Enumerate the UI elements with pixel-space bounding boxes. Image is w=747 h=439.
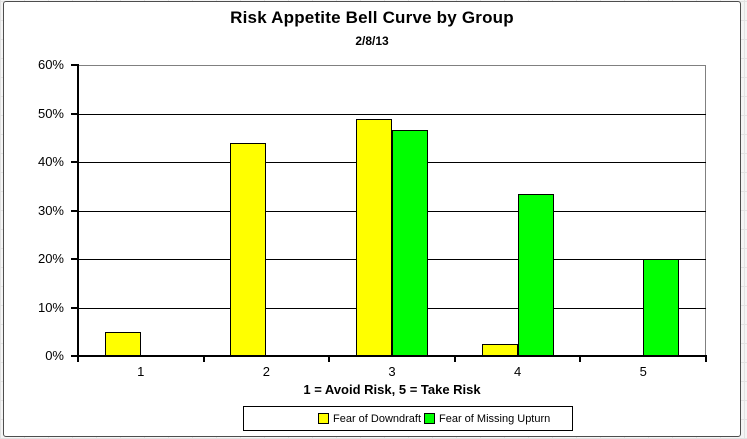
gridline-50 <box>78 113 706 115</box>
chart-title[interactable]: Risk Appetite Bell Curve by Group <box>230 8 514 27</box>
legend-label: Fear of Missing Upturn <box>439 412 551 425</box>
legend-item-2[interactable]: Fear of Missing Upturn <box>424 407 550 430</box>
y-tick-mark <box>71 258 78 260</box>
y-tick-label: 20% <box>37 251 64 266</box>
y-tick-mark <box>71 161 78 163</box>
legend-label: Fear of Downdraft <box>333 412 422 425</box>
y-tick-label: 60% <box>37 57 64 72</box>
bar-group2-series1[interactable] <box>230 143 266 356</box>
y-tick-mark <box>71 306 78 309</box>
x-tick-mark <box>77 356 79 362</box>
x-tick-label: 5 <box>639 364 647 379</box>
legend-item-1[interactable]: Fear of Downdraft <box>318 407 421 430</box>
y-tick-label: 50% <box>37 105 64 121</box>
y-tick-label: 30% <box>37 202 64 218</box>
x-axis-title: 1 = Avoid Risk, 5 = Take Risk <box>303 382 481 397</box>
y-tick-mark <box>71 209 78 212</box>
legend-swatch-icon <box>318 413 329 424</box>
bar-group3-series1[interactable] <box>356 119 392 356</box>
y-tick-mark <box>71 355 78 357</box>
x-tick-label: 1 <box>137 364 145 379</box>
chart-frame[interactable]: Risk Appetite Bell Curve by Group 2/8/13… <box>3 1 741 437</box>
y-tick-mark <box>71 112 78 115</box>
x-tick-label: 4 <box>513 364 522 379</box>
bar-group5-series2[interactable] <box>643 259 679 356</box>
x-tick-mark <box>203 356 205 362</box>
bar-group4-series2[interactable] <box>518 194 554 356</box>
y-tick-mark <box>71 64 78 66</box>
bar-group3-series2[interactable] <box>392 130 428 356</box>
x-axis-line <box>77 355 707 357</box>
legend-swatch-icon <box>424 413 435 424</box>
x-tick-mark <box>579 356 581 362</box>
chart-subtitle: 2/8/13 <box>355 34 389 48</box>
bar-group1-series1[interactable] <box>105 332 141 356</box>
legend-box[interactable]: Fear of Downdraft Fear of Missing Upturn <box>243 406 573 431</box>
y-tick-label: 0% <box>45 348 64 363</box>
x-tick-mark <box>705 356 707 362</box>
y-tick-label: 40% <box>37 154 64 169</box>
x-tick-mark <box>454 356 456 362</box>
y-axis-line <box>77 64 79 357</box>
x-tick-label: 2 <box>262 364 270 379</box>
y-tick-label: 10% <box>37 299 64 315</box>
x-tick-mark <box>328 356 330 362</box>
x-tick-label: 3 <box>388 364 396 379</box>
